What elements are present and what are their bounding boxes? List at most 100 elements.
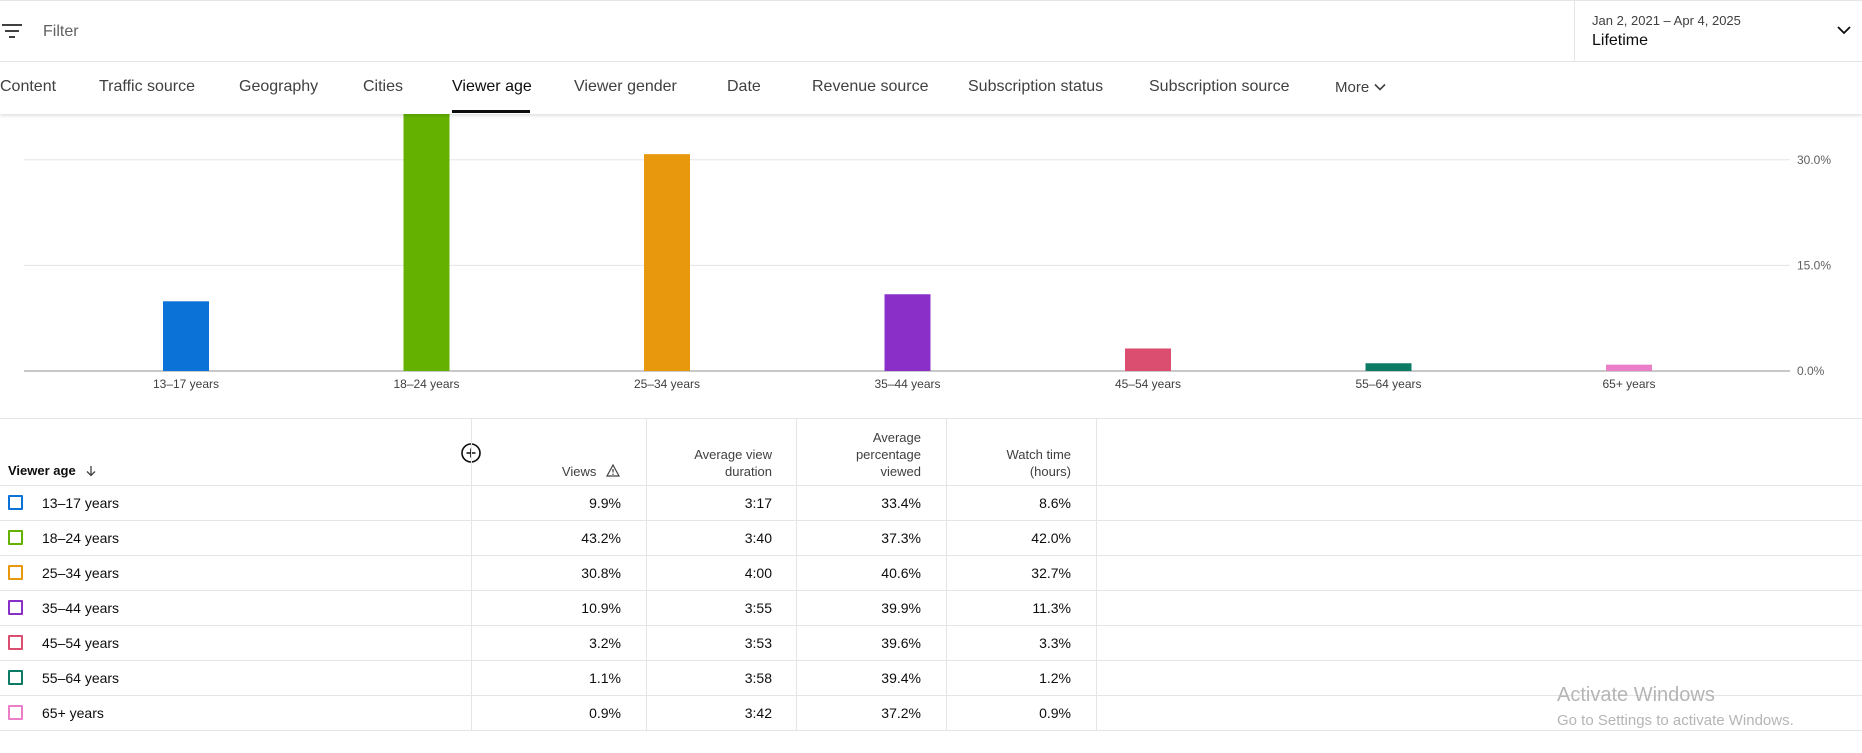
series-checkbox[interactable] <box>8 565 23 580</box>
cell-avg-percentage: 40.6% <box>881 565 921 581</box>
series-checkbox[interactable] <box>8 705 23 720</box>
column-header-line: (hours) <box>1029 464 1071 479</box>
tab-content[interactable]: Content <box>0 78 56 96</box>
table-header: Viewer age Views Average view duration A… <box>0 418 1862 486</box>
column-header-label: Viewer age <box>8 463 76 478</box>
tab-subscription-source[interactable]: Subscription source <box>1149 78 1290 96</box>
table-row[interactable]: 55–64 years 1.1% 3:58 39.4% 1.2% <box>0 661 1862 696</box>
table-row[interactable]: 18–24 years 43.2% 3:40 37.3% 42.0% <box>0 521 1862 556</box>
cell-watch-time: 32.7% <box>1031 565 1071 581</box>
tab-label: Revenue source <box>812 78 929 95</box>
cell-avg-percentage: 37.2% <box>881 705 921 721</box>
tab-geography[interactable]: Geography <box>239 78 318 96</box>
series-checkbox[interactable] <box>8 670 23 685</box>
tab-revenue-source[interactable]: Revenue source <box>812 78 929 96</box>
row-label: 13–17 years <box>42 495 120 511</box>
date-preset-text: Lifetime <box>1592 32 1649 49</box>
date-range-selector[interactable]: Jan 2, 2021 – Apr 4, 2025 Lifetime <box>1574 1 1862 62</box>
more-tabs-button[interactable]: More <box>1335 79 1387 96</box>
arrow-down-icon <box>86 466 96 477</box>
cell-watch-time: 8.6% <box>1039 495 1071 511</box>
column-header-watch-time[interactable]: Watch time (hours) <box>950 446 1071 480</box>
bar[interactable] <box>163 301 209 371</box>
x-tick-label: 55–64 years <box>1355 377 1421 391</box>
cell-avg-duration: 3:53 <box>744 635 772 651</box>
chevron-down-icon <box>1837 26 1851 35</box>
row-label: 18–24 years <box>42 530 120 546</box>
cell-avg-duration: 4:00 <box>744 565 772 581</box>
tab-traffic-source[interactable]: Traffic source <box>99 78 195 96</box>
tab-label: Viewer gender <box>574 78 677 95</box>
cell-views: 9.9% <box>589 495 621 511</box>
column-header-viewer-age[interactable]: Viewer age <box>8 463 97 478</box>
cell-views: 3.2% <box>589 635 621 651</box>
tab-label: Subscription source <box>1149 78 1290 95</box>
tab-label: Subscription status <box>968 78 1104 95</box>
y-tick-label: 15.0% <box>1797 258 1831 272</box>
column-header-label: Views <box>561 464 597 479</box>
table-row[interactable]: 35–44 years 10.9% 3:55 39.9% 11.3% <box>0 591 1862 626</box>
tab-viewer-gender[interactable]: Viewer gender <box>574 78 677 96</box>
table-row[interactable]: 45–54 years 3.2% 3:53 39.6% 3.3% <box>0 626 1862 661</box>
tab-label: More <box>1335 79 1370 96</box>
filter-icon[interactable] <box>2 23 22 39</box>
date-range-text: Jan 2, 2021 – Apr 4, 2025 <box>1592 13 1741 28</box>
series-checkbox[interactable] <box>8 635 23 650</box>
filter-input[interactable]: Filter <box>43 23 79 40</box>
cell-watch-time: 3.3% <box>1039 635 1071 651</box>
column-header-avg-percentage[interactable]: Average percentage viewed <box>800 429 921 480</box>
column-header-line: percentage <box>855 447 921 462</box>
bar[interactable] <box>1606 364 1652 371</box>
row-label: 35–44 years <box>42 600 120 616</box>
row-label: 55–64 years <box>42 670 120 686</box>
active-tab-indicator <box>452 110 530 113</box>
cell-views: 10.9% <box>581 600 621 616</box>
x-tick-label: 25–34 years <box>634 377 700 391</box>
column-divider <box>796 418 797 730</box>
row-label: 65+ years <box>42 705 104 721</box>
cell-watch-time: 42.0% <box>1031 530 1071 546</box>
tab-label: Traffic source <box>99 78 196 95</box>
x-tick-label: 13–17 years <box>153 377 219 391</box>
bar[interactable] <box>403 114 450 371</box>
column-header-line: duration <box>725 464 772 479</box>
x-tick-label: 65+ years <box>1602 377 1655 391</box>
cell-watch-time: 11.3% <box>1032 600 1071 616</box>
tab-cities[interactable]: Cities <box>363 78 403 96</box>
activate-windows-watermark: Activate Windows Go to Settings to activ… <box>1557 684 1794 729</box>
x-tick-label: 45–54 years <box>1115 377 1181 391</box>
cell-avg-percentage: 39.6% <box>881 635 921 651</box>
cell-avg-duration: 3:40 <box>744 530 772 546</box>
viewer-age-bar-chart: 13–17 years 18–24 years 25–34 years 35–44 y… <box>24 114 1831 391</box>
x-tick-label: 18–24 years <box>393 377 459 391</box>
cell-avg-duration: 3:17 <box>744 495 772 511</box>
watermark-subtitle: Go to Settings to activate Windows. <box>1557 712 1794 729</box>
chevron-down-icon <box>1374 83 1386 91</box>
table-row[interactable]: 13–17 years 9.9% 3:17 33.4% 8.6% <box>0 486 1862 521</box>
tab-viewer-age[interactable]: Viewer age <box>452 78 532 96</box>
series-checkbox[interactable] <box>8 600 23 615</box>
column-header-line: Average <box>872 430 921 445</box>
watermark-title: Activate Windows <box>1557 684 1715 706</box>
row-label: 45–54 years <box>42 635 120 651</box>
bar[interactable] <box>884 294 931 371</box>
column-header-line: Watch time <box>1006 447 1071 462</box>
series-checkbox[interactable] <box>8 495 23 510</box>
column-header-avg-duration[interactable]: Average view duration <box>650 446 772 480</box>
bar[interactable] <box>644 154 690 371</box>
bar[interactable] <box>1365 363 1412 371</box>
tab-date[interactable]: Date <box>727 78 761 96</box>
column-header-views[interactable]: Views <box>546 463 621 480</box>
tab-label: Content <box>0 78 57 95</box>
series-checkbox[interactable] <box>8 530 23 545</box>
cell-watch-time: 0.9% <box>1039 705 1071 721</box>
y-tick-label: 30.0% <box>1797 153 1831 167</box>
bar[interactable] <box>1125 348 1171 371</box>
table-row[interactable]: 25–34 years 30.8% 4:00 40.6% 32.7% <box>0 556 1862 591</box>
tab-label: Geography <box>239 78 319 95</box>
tab-subscription-status[interactable]: Subscription status <box>968 78 1103 96</box>
cell-views: 1.1% <box>589 670 621 686</box>
cell-avg-duration: 3:58 <box>744 670 772 686</box>
filter-bar: Filter Jan 2, 2021 – Apr 4, 2025 Lifetim… <box>0 0 1862 62</box>
table-row[interactable]: 65+ years 0.9% 3:42 37.2% 0.9% <box>0 696 1862 731</box>
